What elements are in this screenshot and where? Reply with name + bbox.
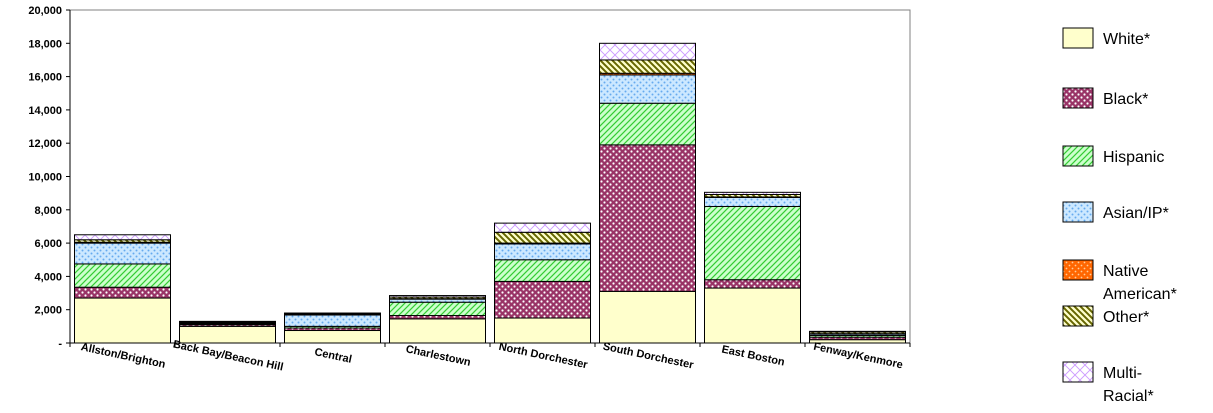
y-tick-label: 4,000 xyxy=(34,271,62,283)
legend-swatch xyxy=(1062,201,1094,223)
legend-item: Other* xyxy=(1062,305,1149,327)
bar-segment xyxy=(494,280,591,319)
legend-item: Multi- Racial* xyxy=(1062,361,1154,405)
bar-segment xyxy=(599,42,696,61)
legend-label: Racial* xyxy=(1103,388,1154,405)
x-tick-label: Back Bay/Beacon Hill xyxy=(172,339,285,374)
legend-label: White* xyxy=(1103,31,1150,48)
bar-segment xyxy=(599,59,696,74)
legend-label: Hispanic xyxy=(1103,149,1164,166)
legend-label: Black* xyxy=(1103,91,1148,108)
bar-segment xyxy=(704,196,801,207)
bar-segment xyxy=(74,242,171,265)
bar-segment xyxy=(284,312,381,315)
legend-item: Asian/IP* xyxy=(1062,201,1169,223)
bar-stacks xyxy=(74,42,906,344)
legend-item: Black* xyxy=(1062,87,1148,109)
y-tick-label: 8,000 xyxy=(34,205,62,217)
y-tick-label: 10,000 xyxy=(28,172,62,184)
bar-segment xyxy=(494,222,591,233)
y-tick-label: 12,000 xyxy=(28,138,62,150)
bar-stack xyxy=(74,234,171,344)
bar-stack xyxy=(704,191,801,344)
bar-segment xyxy=(494,231,591,244)
bar-segment xyxy=(494,243,591,261)
bar-segment xyxy=(389,295,486,298)
y-tick-label: 6,000 xyxy=(34,238,62,250)
legend-swatch xyxy=(1062,27,1094,49)
y-tick-label: 14,000 xyxy=(28,105,62,117)
bar-segment xyxy=(74,297,171,344)
bar-stack xyxy=(809,330,906,344)
bar-stack xyxy=(599,42,696,344)
x-tick-label: South Dorchester xyxy=(602,341,695,372)
x-tick-label: Fenway/Kenmore xyxy=(812,341,904,372)
legend-swatch xyxy=(1062,87,1094,109)
bar-segment xyxy=(74,263,171,288)
bar-segment xyxy=(704,205,801,281)
bar-stack xyxy=(179,320,276,344)
bar-segment xyxy=(704,279,801,289)
x-tick-label: Allston/Brighton xyxy=(80,341,167,371)
legend-swatch xyxy=(1062,361,1094,383)
legend-label: Asian/IP* xyxy=(1103,205,1169,222)
bar-segment xyxy=(494,259,591,282)
bar-segment xyxy=(704,287,801,344)
legend-item: White* xyxy=(1062,27,1150,49)
bar-segment xyxy=(599,144,696,292)
bar-stack xyxy=(494,222,591,344)
bar-segment xyxy=(179,325,276,344)
bar-stack xyxy=(389,295,486,344)
bar-segment xyxy=(599,290,696,344)
y-axis-ticks: - 2,000 4,000 6,000 8,000 10,000 12,000 14,000 1… xyxy=(28,5,911,350)
y-tick-label: 16,000 xyxy=(28,72,62,84)
bar-segment xyxy=(389,301,486,317)
bar-segment xyxy=(74,234,171,241)
x-tick-label: Charlestown xyxy=(405,343,472,369)
bar-segment xyxy=(809,330,906,333)
legend-label: American* xyxy=(1103,286,1177,303)
bar-segment xyxy=(389,318,486,344)
legend-item: Hispanic xyxy=(1062,145,1164,167)
y-tick-label: 20,000 xyxy=(28,5,62,17)
bar-segment xyxy=(599,102,696,146)
legend-label: Other* xyxy=(1103,309,1149,326)
x-tick-label: North Dorchester xyxy=(498,341,590,372)
bar-segment xyxy=(599,74,696,104)
legend-swatch xyxy=(1062,305,1094,327)
bar-segment xyxy=(284,330,381,344)
bar-segment xyxy=(179,320,276,323)
y-tick-label: 18,000 xyxy=(28,38,62,50)
legend-label: Native xyxy=(1103,263,1148,280)
bar-stack xyxy=(284,312,381,344)
bar-segment xyxy=(74,286,171,299)
legend-item: Native American* xyxy=(1062,259,1177,303)
legend-swatch xyxy=(1062,259,1094,281)
legend: White* Black* Hispanic Asian/IP* Native Ameri… xyxy=(1062,27,1177,405)
x-tick-label: Central xyxy=(313,346,353,366)
legend-label: Multi- xyxy=(1103,365,1142,382)
bar-segment xyxy=(704,191,801,195)
legend-swatch xyxy=(1062,145,1094,167)
y-tick-label: 2,000 xyxy=(34,305,62,317)
x-axis-ticks: Allston/Brighton Back Bay/Beacon Hill Cent… xyxy=(80,339,904,374)
bar-segment xyxy=(284,314,381,327)
y-tick-label: - xyxy=(58,338,62,350)
bar-segment xyxy=(494,317,591,344)
x-tick-label: East Boston xyxy=(720,344,786,369)
